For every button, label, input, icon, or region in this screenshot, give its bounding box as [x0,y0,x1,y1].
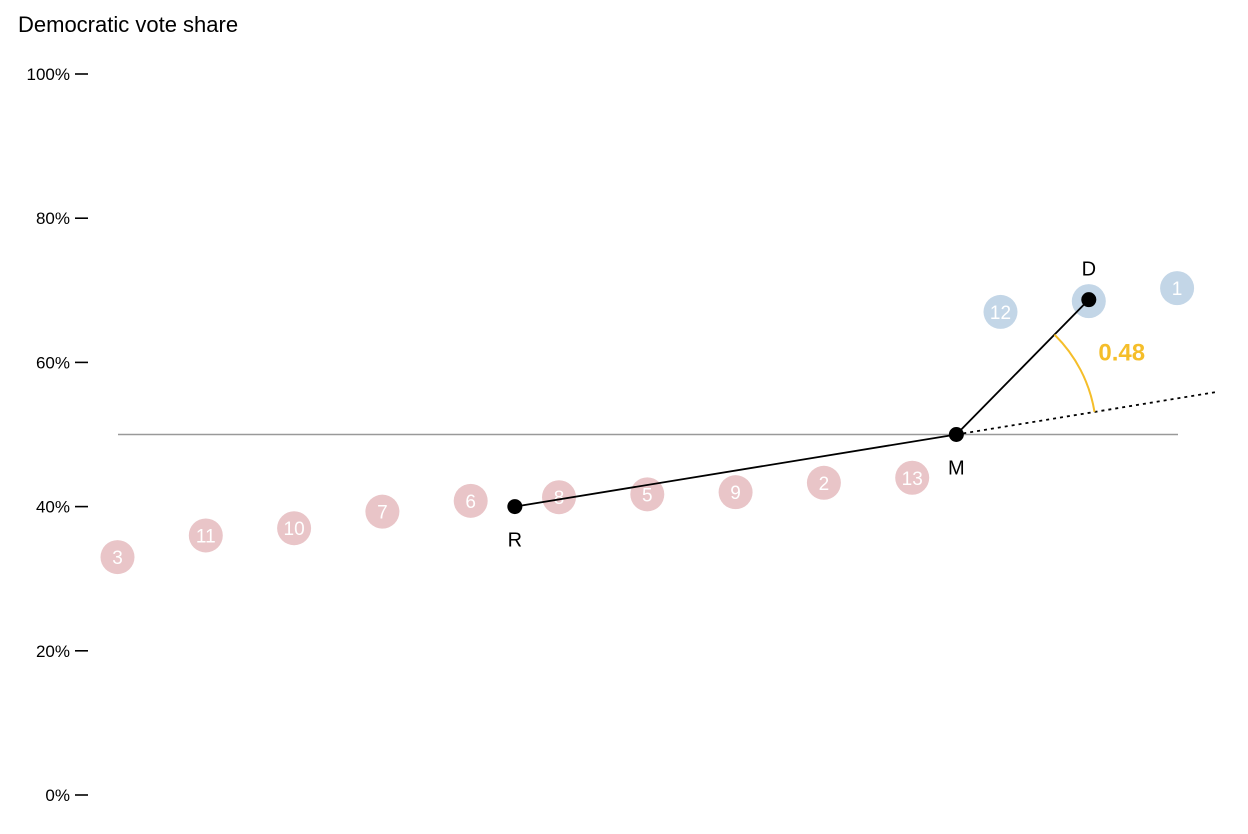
declination-value: 0.48 [1098,340,1145,367]
declination-angle-arc [1053,333,1096,413]
district-label: 12 [990,303,1011,324]
summary-point-r [507,499,523,515]
district-circle [365,494,400,529]
y-tick-label: 100% [27,65,70,84]
district-label: 2 [819,474,830,495]
district-circle [453,483,488,518]
district-point: 1 [1160,271,1195,306]
district-point: 10 [277,511,312,546]
district-circle [718,475,753,510]
district-label: 3 [112,548,123,569]
y-tick-label: 0% [45,786,70,805]
declination-lines: 0.48 [514,299,1219,508]
extension-dotted-line [956,390,1219,436]
summary-points: R M D [507,259,1097,552]
summary-label-d: D [1082,259,1096,281]
district-point: 7 [365,494,400,529]
district-point: 11 [188,518,223,553]
district-label: 5 [642,485,653,506]
district-circle [188,518,223,553]
district-point: 12 [983,294,1018,329]
district-point: 13 [895,460,930,495]
district-label: 1 [1172,279,1183,300]
district-points: 3111076859213121 [100,271,1195,575]
summary-label-r: R [508,530,522,552]
y-axis: 0% 20% 40% 60% 80% 100% [27,65,88,805]
district-point: 6 [453,483,488,518]
district-circle [1160,271,1195,306]
district-label: 13 [902,469,923,490]
district-point: 2 [806,465,841,500]
district-circle [983,294,1018,329]
district-circle [806,465,841,500]
district-label: 6 [465,492,476,513]
summary-label-m: M [948,458,965,480]
summary-point-m [948,427,964,442]
summary-point-d [1081,292,1097,308]
district-circle [100,540,135,575]
line-r-to-m [514,433,957,508]
y-tick-label: 80% [36,209,70,228]
district-point: 3 [100,540,135,575]
chart-title: Democratic vote share [18,12,239,37]
district-circle [277,511,312,546]
district-circle [895,460,930,495]
district-point: 9 [718,475,753,510]
district-label: 7 [377,503,388,524]
y-tick-label: 20% [36,642,70,661]
district-label: 9 [730,483,741,504]
y-tick-label: 60% [36,353,70,372]
y-tick-label: 40% [36,498,70,517]
district-label: 11 [196,526,216,547]
line-m-to-d [955,299,1090,436]
district-label: 10 [284,519,305,540]
district-circle [542,480,576,515]
